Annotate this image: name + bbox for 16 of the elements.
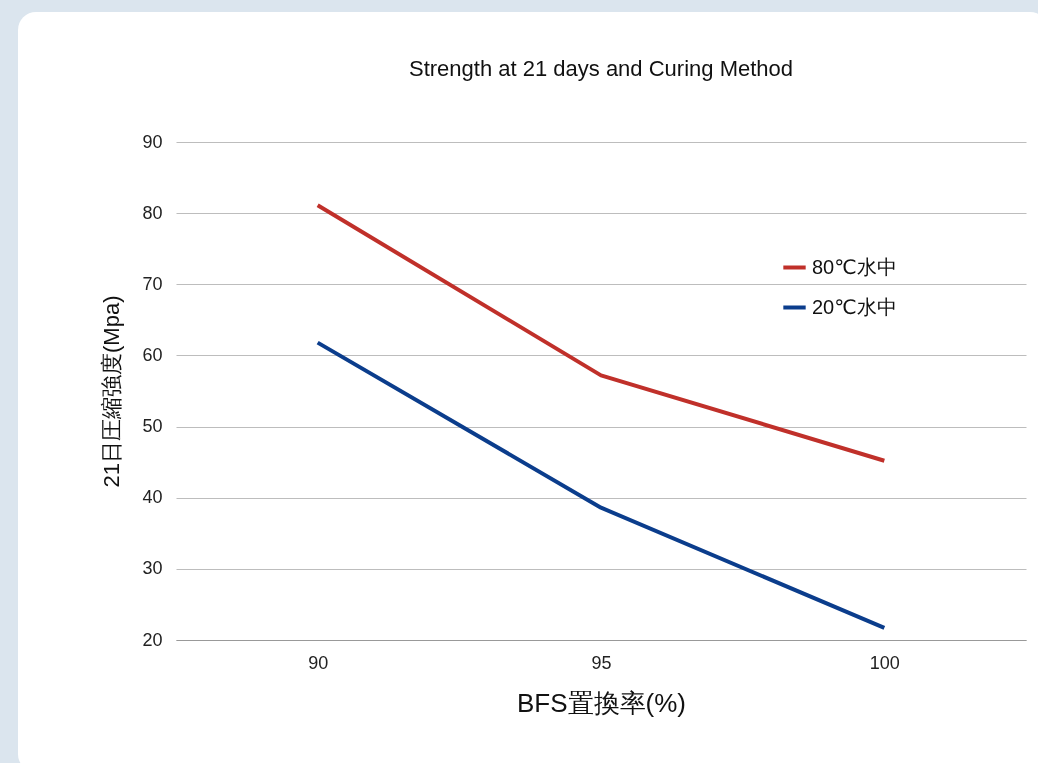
y-tick-label: 30 <box>142 558 163 579</box>
x-tick-label: 95 <box>591 652 612 673</box>
y-tick-label: 20 <box>142 629 163 650</box>
legend-label: 80℃水中 <box>812 255 897 278</box>
x-axis-title: BFS置換率(%) <box>517 687 686 718</box>
y-tick-label: 50 <box>142 416 163 437</box>
y-tick-label: 80 <box>142 202 163 223</box>
y-tick-label: 90 <box>142 131 163 152</box>
y-tick-label: 40 <box>142 487 163 508</box>
x-tick-label: 90 <box>308 652 329 673</box>
legend-label: 20℃水中 <box>812 295 897 318</box>
y-tick-label: 70 <box>142 273 163 294</box>
x-tick-label: 100 <box>869 652 900 673</box>
chart-title: Strength at 21 days and Curing Method <box>408 56 794 81</box>
y-axis-title: 21日圧縮強度(Mpa) <box>99 295 125 488</box>
y-tick-label: 60 <box>142 344 163 365</box>
